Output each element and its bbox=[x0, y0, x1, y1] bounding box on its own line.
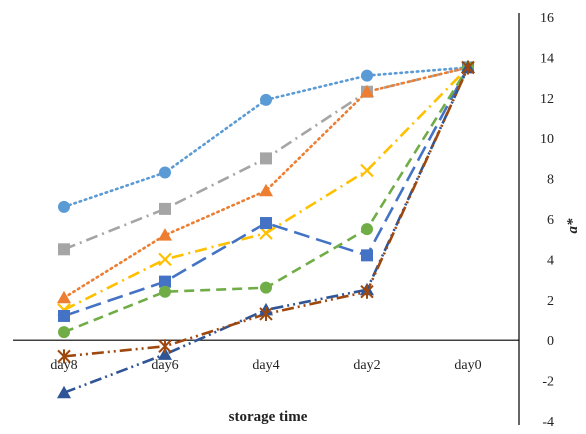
y-tick-label: 8 bbox=[547, 173, 554, 188]
series-line-5 bbox=[63, 66, 470, 318]
x-axis-title: storage time bbox=[229, 409, 308, 425]
marker-square bbox=[361, 249, 373, 262]
marker-square bbox=[159, 275, 171, 288]
marker-triangle bbox=[57, 290, 71, 304]
y-tick-label: -4 bbox=[542, 415, 554, 429]
axes bbox=[13, 13, 520, 425]
marker-star bbox=[57, 349, 71, 364]
marker-triangle bbox=[259, 183, 273, 197]
series-markers-1 bbox=[58, 61, 474, 213]
marker-square bbox=[260, 217, 272, 230]
marker-circle bbox=[361, 223, 373, 236]
series-line-7 bbox=[63, 66, 470, 394]
series-markers-8 bbox=[57, 60, 475, 364]
series-markers bbox=[57, 60, 475, 399]
series-markers-7 bbox=[57, 60, 475, 399]
marker-triangle bbox=[158, 228, 172, 241]
y-tick-label: 14 bbox=[540, 51, 554, 66]
marker-star bbox=[158, 339, 172, 354]
y-tick-label: 4 bbox=[547, 253, 554, 268]
marker-star bbox=[461, 60, 475, 75]
series-lines bbox=[62, 66, 470, 394]
marker-circle bbox=[159, 166, 171, 179]
marker-circle bbox=[260, 93, 272, 106]
y-tick-label: 12 bbox=[540, 92, 554, 107]
marker-square bbox=[58, 243, 70, 256]
marker-star bbox=[259, 306, 273, 321]
marker-square bbox=[260, 152, 272, 165]
y-tick-label: 6 bbox=[547, 213, 554, 228]
marker-star bbox=[360, 284, 374, 299]
y-tick-label: 16 bbox=[540, 11, 554, 26]
marker-square bbox=[159, 202, 171, 215]
marker-triangle bbox=[360, 84, 374, 98]
marker-circle bbox=[260, 281, 272, 294]
marker-triangle bbox=[57, 385, 71, 399]
x-tick-label: day0 bbox=[454, 358, 481, 373]
marker-x bbox=[259, 226, 273, 240]
x-tick-label: day6 bbox=[151, 358, 178, 373]
x-tick-label: day2 bbox=[353, 358, 380, 373]
marker-circle bbox=[58, 200, 70, 213]
marker-triangle bbox=[158, 347, 172, 360]
x-tick-label: day4 bbox=[252, 358, 279, 373]
y-tick-label: -2 bbox=[542, 375, 554, 390]
series-line-3 bbox=[62, 66, 470, 300]
x-tick-label: day8 bbox=[50, 358, 77, 373]
marker-circle bbox=[361, 69, 373, 82]
marker-square bbox=[58, 309, 70, 322]
marker-x bbox=[158, 252, 172, 267]
y-tick-label: 10 bbox=[540, 132, 554, 147]
marker-x bbox=[360, 163, 374, 178]
tick-labels: -4 -2 0 2 4 6 8 10 12 14 16 day8 day6 day4 day2 day0 bbox=[50, 11, 554, 430]
y-axis-title: a* bbox=[565, 218, 581, 234]
y-tick-label: 0 bbox=[547, 334, 554, 349]
marker-circle bbox=[58, 326, 70, 339]
marker-circle bbox=[159, 285, 171, 298]
y-tick-label: 2 bbox=[547, 294, 554, 309]
